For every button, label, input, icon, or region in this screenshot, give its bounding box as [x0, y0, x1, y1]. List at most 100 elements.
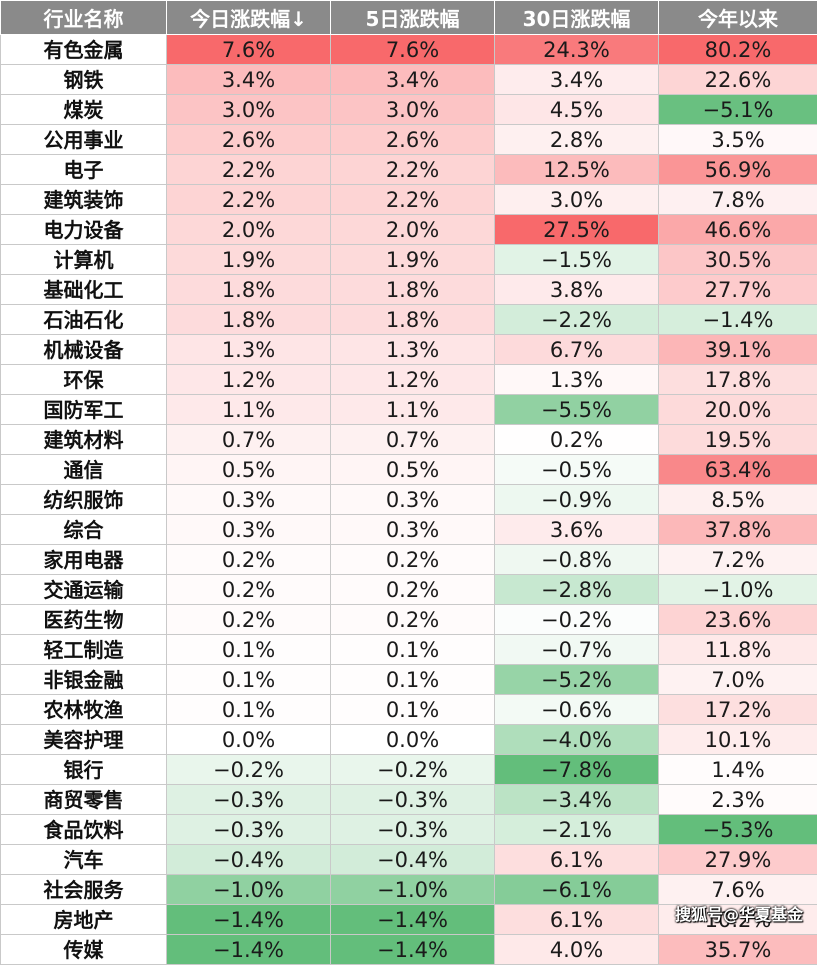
table-row[interactable]: 食品饮料−0.3%−0.3%−2.1%−5.3%: [1, 815, 817, 845]
30day-change-cell: −0.9%: [495, 485, 659, 515]
industry-name-cell: 汽车: [1, 845, 167, 875]
ytd-change-cell: 20.0%: [659, 395, 817, 425]
industry-name-cell: 医药生物: [1, 605, 167, 635]
industry-name-cell: 计算机: [1, 245, 167, 275]
table-row[interactable]: 商贸零售−0.3%−0.3%−3.4%2.3%: [1, 785, 817, 815]
industry-name-cell: 建筑装饰: [1, 185, 167, 215]
5day-change-cell: 0.0%: [331, 725, 495, 755]
daily-change-cell: −1.0%: [167, 875, 331, 905]
table-row[interactable]: 社会服务−1.0%−1.0%−6.1%7.6%: [1, 875, 817, 905]
ytd-change-cell: 2.3%: [659, 785, 817, 815]
daily-change-cell: 0.2%: [167, 575, 331, 605]
daily-change-cell: 1.9%: [167, 245, 331, 275]
ytd-change-cell: 27.7%: [659, 275, 817, 305]
column-header-ytd-change[interactable]: 今年以来: [659, 1, 817, 35]
ytd-change-cell: 37.8%: [659, 515, 817, 545]
industry-name-cell: 非银金融: [1, 665, 167, 695]
daily-change-cell: 0.0%: [167, 725, 331, 755]
5day-change-cell: −0.2%: [331, 755, 495, 785]
industry-name-cell: 综合: [1, 515, 167, 545]
industry-name-cell: 纺织服饰: [1, 485, 167, 515]
5day-change-cell: 0.2%: [331, 575, 495, 605]
industry-name-cell: 轻工制造: [1, 635, 167, 665]
5day-change-cell: 1.8%: [331, 275, 495, 305]
5day-change-cell: 0.2%: [331, 545, 495, 575]
ytd-change-cell: 30.5%: [659, 245, 817, 275]
30day-change-cell: −0.6%: [495, 695, 659, 725]
ytd-change-cell: 17.8%: [659, 365, 817, 395]
watermark: 搜狐号@华夏基金: [675, 901, 803, 925]
30day-change-cell: −0.2%: [495, 605, 659, 635]
daily-change-cell: −0.3%: [167, 815, 331, 845]
5day-change-cell: 1.3%: [331, 335, 495, 365]
30day-change-cell: 6.1%: [495, 905, 659, 935]
daily-change-cell: 1.8%: [167, 305, 331, 335]
industry-name-cell: 农林牧渔: [1, 695, 167, 725]
5day-change-cell: 2.6%: [331, 125, 495, 155]
5day-change-cell: 0.1%: [331, 695, 495, 725]
column-header-daily-change[interactable]: 今日涨跌幅↓: [167, 1, 331, 35]
industry-name-cell: 公用事业: [1, 125, 167, 155]
5day-change-cell: 3.0%: [331, 95, 495, 125]
ytd-change-cell: 8.5%: [659, 485, 817, 515]
ytd-change-cell: 1.4%: [659, 755, 817, 785]
ytd-change-cell: 3.5%: [659, 125, 817, 155]
5day-change-cell: 0.3%: [331, 515, 495, 545]
30day-change-cell: 3.8%: [495, 275, 659, 305]
table-row[interactable]: 银行−0.2%−0.2%−7.8%1.4%: [1, 755, 817, 785]
table-row[interactable]: 汽车−0.4%−0.4%6.1%27.9%: [1, 845, 817, 875]
daily-change-cell: 0.1%: [167, 635, 331, 665]
5day-change-cell: −0.4%: [331, 845, 495, 875]
table-row[interactable]: 传媒−1.4%−1.4%4.0%35.7%: [1, 935, 817, 965]
column-header-30day-change[interactable]: 30日涨跌幅: [495, 1, 659, 35]
ytd-change-cell: −1.4%: [659, 305, 817, 335]
industry-name-cell: 食品饮料: [1, 815, 167, 845]
5day-change-cell: 0.7%: [331, 425, 495, 455]
daily-change-cell: 1.3%: [167, 335, 331, 365]
ytd-change-cell: 39.1%: [659, 335, 817, 365]
30day-change-cell: −0.7%: [495, 635, 659, 665]
daily-change-cell: 2.2%: [167, 155, 331, 185]
30day-change-cell: −0.5%: [495, 455, 659, 485]
ytd-change-cell: 63.4%: [659, 455, 817, 485]
5day-change-cell: −1.0%: [331, 875, 495, 905]
daily-change-cell: 1.8%: [167, 275, 331, 305]
daily-change-cell: 0.2%: [167, 605, 331, 635]
30day-change-cell: −1.5%: [495, 245, 659, 275]
header-row: 行业名称 今日涨跌幅↓ 5日涨跌幅 30日涨跌幅 今年以来: [1, 1, 817, 35]
industry-name-cell: 银行: [1, 755, 167, 785]
30day-change-cell: 4.5%: [495, 95, 659, 125]
daily-change-cell: 0.7%: [167, 425, 331, 455]
30day-change-cell: −4.0%: [495, 725, 659, 755]
column-header-industry[interactable]: 行业名称: [1, 1, 167, 35]
5day-change-cell: 1.1%: [331, 395, 495, 425]
ytd-change-cell: 19.5%: [659, 425, 817, 455]
column-header-5day-change[interactable]: 5日涨跌幅: [331, 1, 495, 35]
industry-name-cell: 建筑材料: [1, 425, 167, 455]
ytd-change-cell: −5.1%: [659, 95, 817, 125]
